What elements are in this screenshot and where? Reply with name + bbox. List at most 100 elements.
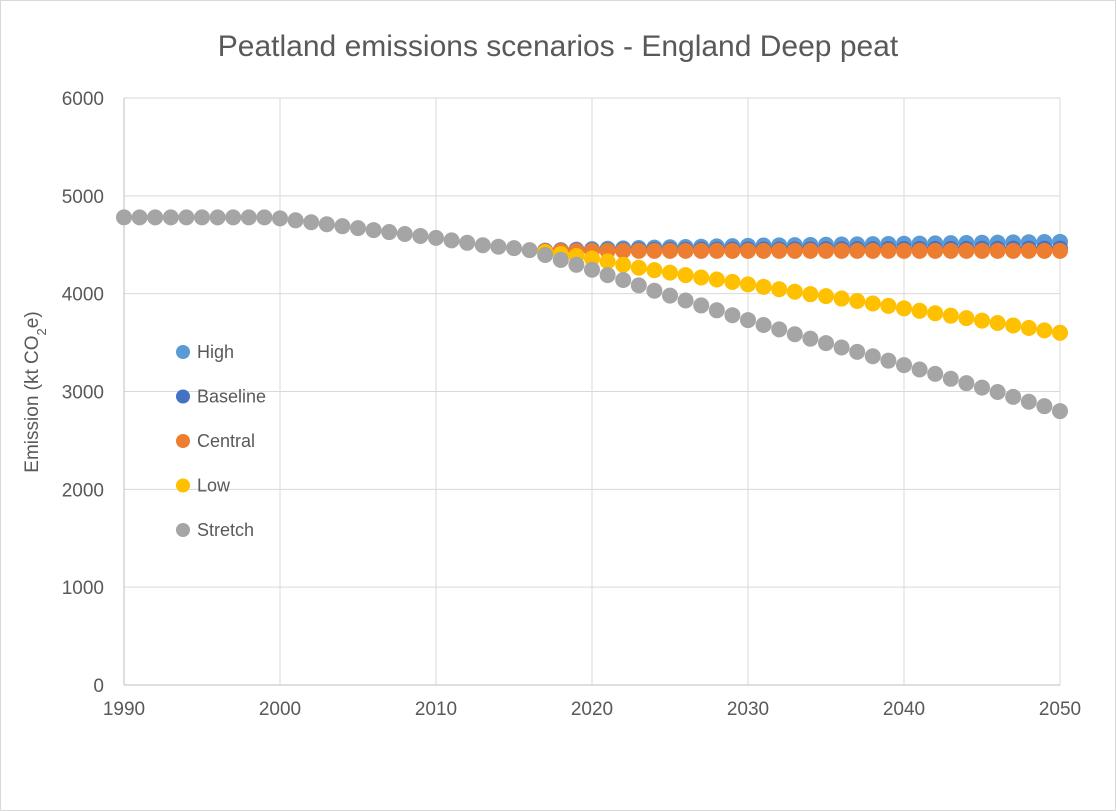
point-stretch (958, 375, 975, 392)
point-history (318, 216, 335, 233)
tick-labels: 0 1000 2000 3000 4000 5000 6000 1990 2000 2010 202… (62, 89, 1081, 720)
legend-label: Low (197, 476, 231, 496)
point-central (708, 242, 725, 259)
axes (123, 98, 1060, 686)
legend-marker-stretch (176, 523, 190, 537)
point-history (147, 209, 164, 226)
y-tick-label: 6000 (62, 89, 104, 110)
x-tick-label: 1990 (103, 699, 145, 720)
point-central (677, 242, 694, 259)
point-history (240, 209, 257, 226)
x-tick-label: 2030 (727, 699, 769, 720)
legend-label: High (197, 342, 234, 362)
point-central (662, 242, 678, 259)
point-low (724, 273, 741, 290)
point-history (443, 232, 460, 249)
x-tick-label: 2010 (415, 699, 457, 720)
point-stretch (911, 361, 928, 378)
point-central (958, 242, 975, 259)
point-low (896, 300, 912, 317)
point-stretch (927, 365, 944, 382)
point-low (802, 286, 819, 303)
point-stretch (1052, 403, 1068, 420)
gridlines (124, 97, 1061, 685)
y-tick-label: 2000 (62, 480, 104, 501)
point-low (1005, 317, 1022, 334)
point-central (942, 242, 959, 259)
point-history (506, 240, 522, 257)
point-history (272, 210, 288, 227)
point-low (974, 312, 990, 329)
point-low (1036, 322, 1053, 339)
point-history (209, 209, 226, 226)
point-stretch (786, 326, 803, 343)
point-central (896, 242, 912, 259)
point-stretch (708, 302, 725, 319)
point-stretch (662, 287, 678, 304)
point-stretch (1005, 388, 1022, 405)
y-tick-label: 5000 (62, 187, 104, 208)
point-low (833, 290, 850, 307)
point-history (412, 227, 429, 244)
legend-label: Baseline (197, 387, 266, 407)
point-central (1052, 242, 1068, 259)
point-central (880, 242, 897, 259)
point-history (350, 220, 366, 237)
point-low (740, 276, 756, 293)
point-central (911, 242, 928, 259)
point-stretch (599, 267, 616, 284)
point-low (818, 288, 834, 305)
point-history (396, 225, 413, 242)
x-tick-label: 2020 (571, 699, 613, 720)
point-stretch (568, 256, 585, 273)
point-history (334, 218, 351, 235)
y-axis-label: Emission (kt CO2e) (22, 311, 49, 472)
legend-marker-central (176, 434, 190, 448)
legend-marker-high (176, 345, 190, 359)
point-stretch (615, 271, 632, 288)
point-history (459, 234, 476, 251)
point-stretch (896, 357, 912, 374)
y-tick-label: 4000 (62, 285, 104, 306)
point-low (927, 305, 944, 322)
point-stretch (974, 379, 990, 396)
legend-label: Stretch (197, 520, 254, 540)
point-history (381, 224, 398, 241)
point-low (771, 281, 788, 298)
point-low (849, 293, 866, 310)
x-tick-label: 2040 (883, 699, 925, 720)
point-central (755, 242, 772, 259)
point-low (989, 315, 1006, 332)
chart-title: Peatland emissions scenarios - England D… (217, 30, 899, 63)
point-central (974, 242, 990, 259)
point-central (989, 242, 1006, 259)
point-history (287, 212, 304, 229)
point-central (1005, 242, 1022, 259)
point-central (786, 242, 803, 259)
y-tick-label: 3000 (62, 383, 104, 404)
point-stretch (771, 321, 788, 338)
point-history (490, 238, 507, 255)
point-stretch (584, 261, 600, 278)
point-history (256, 209, 273, 226)
point-central (740, 242, 756, 259)
legend: High Baseline Central Low Stretch (176, 342, 266, 540)
point-low (1052, 324, 1068, 341)
point-history (116, 209, 132, 226)
point-stretch (724, 307, 741, 324)
point-history (162, 209, 179, 226)
point-history (474, 237, 491, 254)
point-stretch (537, 247, 554, 264)
point-low (786, 283, 803, 300)
point-low (755, 278, 772, 295)
data-points (116, 209, 1068, 420)
point-central (802, 242, 819, 259)
point-low (1020, 319, 1037, 336)
point-low (615, 256, 632, 273)
point-stretch (552, 251, 569, 268)
x-tick-label: 2000 (259, 699, 301, 720)
point-low (646, 262, 663, 279)
point-stretch (864, 348, 881, 365)
